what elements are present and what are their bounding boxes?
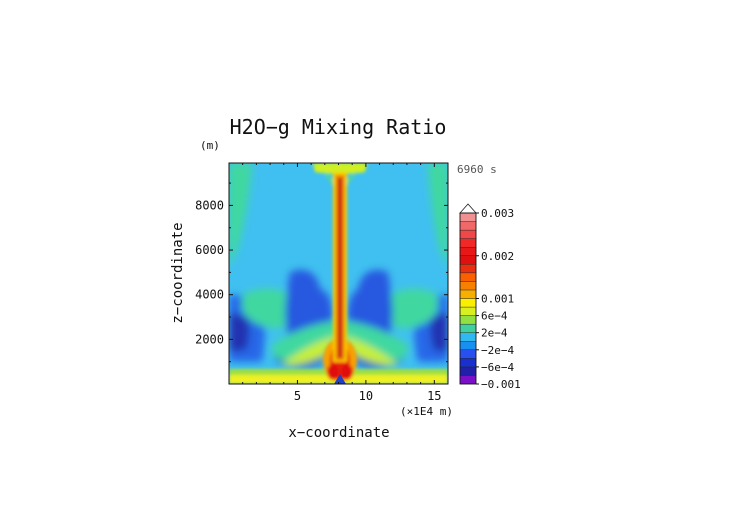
field-region-upper-right-green [428, 163, 448, 268]
colorbar-segment [459, 212, 477, 222]
field-region-right-wing [340, 320, 409, 362]
field-region-right-dark [430, 312, 448, 352]
chart-title: H2O−g Mixing Ratio [230, 115, 447, 139]
colorbar-segment [459, 349, 477, 359]
field-region-right-wing-yellow [342, 335, 398, 366]
y-tick-label: 2000 [195, 332, 224, 346]
field-region-left-dark [229, 312, 250, 352]
colorbar-segment [459, 306, 477, 316]
time-label: 6960 s [457, 163, 497, 176]
field-region-right-green-lobe [381, 288, 438, 329]
colorbar: 0.003 0.002 0.001 6e−4 2e−4 −2e−4 −6e−4 −0.001 [459, 203, 521, 391]
field-region-plume-base-left-red [327, 364, 339, 380]
colorbar-segment [459, 281, 477, 291]
colorbar-segment [459, 272, 477, 282]
x-tick-label: 15 [427, 389, 441, 403]
colorbar-extend-cap [459, 203, 477, 214]
colorbar-segment [459, 315, 477, 325]
colorbar-label: 0.001 [481, 293, 514, 306]
colorbar-label: 0.003 [481, 207, 514, 220]
y-unit-label: (m) [200, 139, 220, 152]
y-tick-label: 8000 [195, 198, 224, 212]
colorbar-label: 6e−4 [481, 310, 508, 323]
colorbar-label: 0.002 [481, 250, 514, 263]
colorbar-segment [459, 238, 477, 248]
field-region-left-wing [271, 320, 340, 362]
x-unit-label: (×1E4 m) [400, 405, 453, 418]
field-region-upper-left-green [229, 163, 252, 268]
colorbar-segment [459, 366, 477, 376]
colorbar-segment [459, 298, 477, 308]
colorbar-segment [459, 323, 477, 333]
colorbar-segment [459, 221, 477, 231]
x-tick-label: 5 [294, 389, 301, 403]
y-tick-label: 6000 [195, 243, 224, 257]
heatmap-field [229, 163, 448, 384]
field-region-plume-core [338, 178, 342, 358]
colorbar-segment [459, 246, 477, 256]
field-region-plume-base-right-red [341, 364, 353, 380]
colorbar-segment [459, 264, 477, 274]
colorbar-segment [459, 341, 477, 351]
colorbar-segment [459, 375, 477, 385]
colorbar-segment [459, 332, 477, 342]
colorbar-segment [459, 229, 477, 239]
colorbar-segment [459, 289, 477, 299]
x-axis-label: x−coordinate [288, 425, 389, 441]
field-region-left-wing-yellow [282, 335, 338, 366]
field-region-anvil [313, 163, 367, 174]
colorbar-label: −2e−4 [481, 344, 514, 357]
y-axis-label: z−coordinate [170, 222, 186, 323]
x-tick-label: 10 [359, 389, 373, 403]
colorbar-segment [459, 358, 477, 368]
colorbar-label: −0.001 [481, 378, 521, 391]
colorbar-segment [459, 255, 477, 265]
colorbar-label: −6e−4 [481, 361, 514, 374]
field-region-base-cold [334, 374, 346, 384]
y-tick-label: 4000 [195, 288, 224, 302]
y-axis: 2000 4000 6000 8000 [195, 182, 448, 363]
colorbar-label: 2e−4 [481, 327, 508, 340]
x-axis: 5 10 15 [228, 163, 449, 403]
